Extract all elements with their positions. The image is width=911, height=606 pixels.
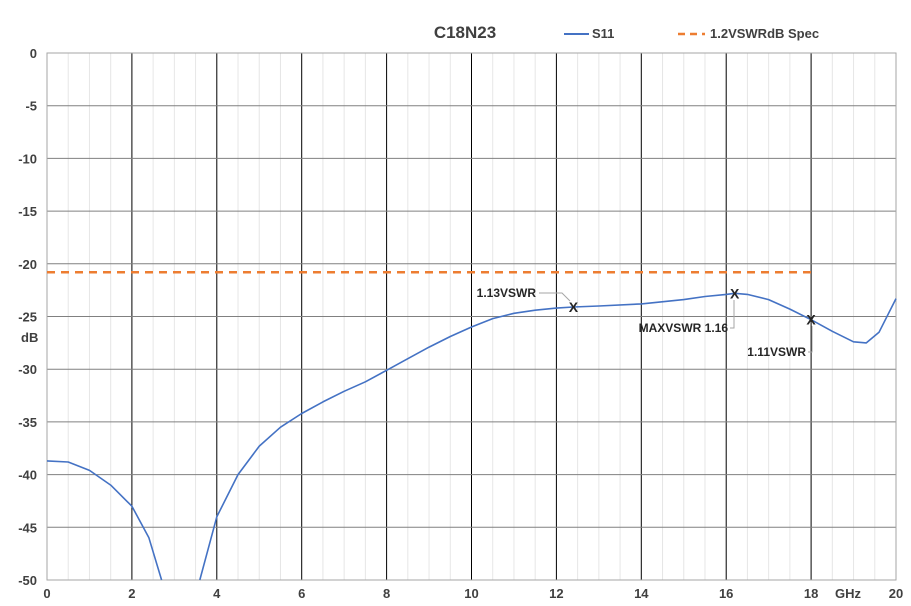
x-tick-label: 20	[889, 586, 903, 601]
y-tick-label: -25	[18, 310, 37, 325]
x-tick-label: 18	[804, 586, 818, 601]
marker-x: X	[569, 299, 579, 315]
x-tick-label: 14	[634, 586, 649, 601]
series-layer	[46, 270, 897, 581]
y-tick-label: -20	[18, 257, 37, 272]
marker-x: X	[730, 285, 740, 301]
y-tick-label: -40	[18, 468, 37, 483]
y-tick-label: -50	[18, 573, 37, 588]
x-axis-label: GHz	[835, 586, 862, 601]
y-tick-label: -30	[18, 362, 37, 377]
y-tick-label: -10	[18, 151, 37, 166]
y-tick-label: -45	[18, 520, 37, 535]
x-tick-label: 10	[464, 586, 478, 601]
y-tick-label: 0	[30, 46, 37, 61]
legend-label-s11: S11	[592, 26, 614, 41]
marker-label: 1.13VSWR	[477, 286, 537, 300]
x-tick-label: 2	[128, 586, 135, 601]
x-tick-label: 12	[549, 586, 563, 601]
marker-x: X	[806, 312, 816, 328]
series-line-s11	[46, 292, 897, 581]
x-axis-tick-labels: 0 2 4 6 8 10 12 14 16 18 20 GHz	[43, 586, 903, 601]
major-gridlines	[47, 53, 896, 580]
y-axis-label: dB	[21, 330, 38, 345]
plot-area-border	[46, 52, 897, 581]
annotation-leader-line	[539, 292, 571, 302]
x-tick-label: 8	[383, 586, 390, 601]
legend-label-spec: 1.2VSWRdB Spec	[710, 26, 819, 41]
y-axis-tick-labels: 0 -5 -10 -15 -20 -25 -30 -35 -40 -45 -50	[18, 46, 37, 588]
x-tick-label: 0	[43, 586, 50, 601]
annotation-leader-line	[808, 326, 813, 353]
annotation-leader-line	[730, 300, 735, 329]
marker-label: MAXVSWR 1.16	[639, 321, 729, 335]
chart-title: C18N23	[434, 23, 496, 42]
x-tick-label: 4	[213, 586, 221, 601]
legend: S11 1.2VSWRdB Spec	[564, 26, 819, 41]
y-tick-label: -15	[18, 204, 37, 219]
y-tick-label: -5	[25, 99, 37, 114]
x-tick-label: 16	[719, 586, 733, 601]
x-tick-label: 6	[298, 586, 305, 601]
marker-label: 1.11VSWR	[747, 345, 806, 359]
markers-layer: X 1.13VSWR X MAXVSWR 1.16 X 1.11VSWR	[477, 285, 817, 359]
y-tick-label: -35	[18, 415, 37, 430]
